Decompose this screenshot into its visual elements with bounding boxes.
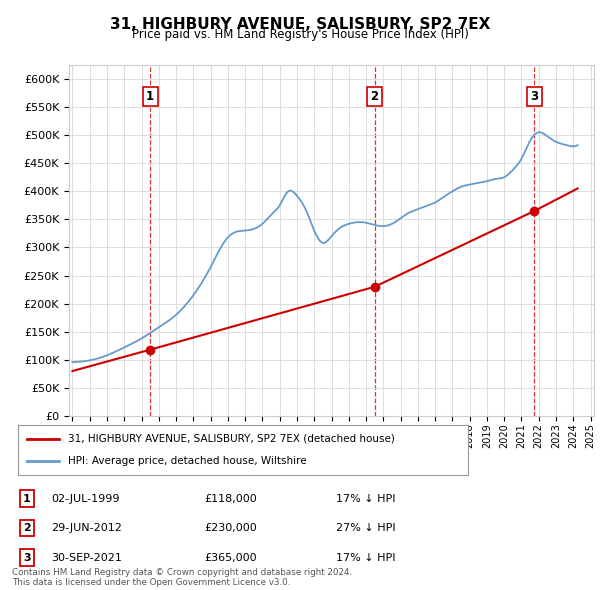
Text: 27% ↓ HPI: 27% ↓ HPI (336, 523, 395, 533)
Text: 17% ↓ HPI: 17% ↓ HPI (336, 553, 395, 562)
Text: 2: 2 (23, 523, 31, 533)
Text: 29-JUN-2012: 29-JUN-2012 (51, 523, 122, 533)
Text: 30-SEP-2021: 30-SEP-2021 (51, 553, 122, 562)
Text: 3: 3 (23, 553, 31, 562)
Text: 1: 1 (23, 494, 31, 503)
Text: 2: 2 (371, 90, 379, 103)
Text: 17% ↓ HPI: 17% ↓ HPI (336, 494, 395, 503)
Text: 31, HIGHBURY AVENUE, SALISBURY, SP2 7EX (detached house): 31, HIGHBURY AVENUE, SALISBURY, SP2 7EX … (67, 434, 394, 444)
Text: £230,000: £230,000 (204, 523, 257, 533)
Text: £365,000: £365,000 (204, 553, 257, 562)
Text: HPI: Average price, detached house, Wiltshire: HPI: Average price, detached house, Wilt… (67, 456, 306, 466)
Text: £118,000: £118,000 (204, 494, 257, 503)
Text: Price paid vs. HM Land Registry's House Price Index (HPI): Price paid vs. HM Land Registry's House … (131, 28, 469, 41)
Text: 1: 1 (146, 90, 154, 103)
Text: 3: 3 (530, 90, 538, 103)
Text: 31, HIGHBURY AVENUE, SALISBURY, SP2 7EX: 31, HIGHBURY AVENUE, SALISBURY, SP2 7EX (110, 17, 490, 31)
Text: 02-JUL-1999: 02-JUL-1999 (51, 494, 119, 503)
Text: Contains HM Land Registry data © Crown copyright and database right 2024.
This d: Contains HM Land Registry data © Crown c… (12, 568, 352, 587)
